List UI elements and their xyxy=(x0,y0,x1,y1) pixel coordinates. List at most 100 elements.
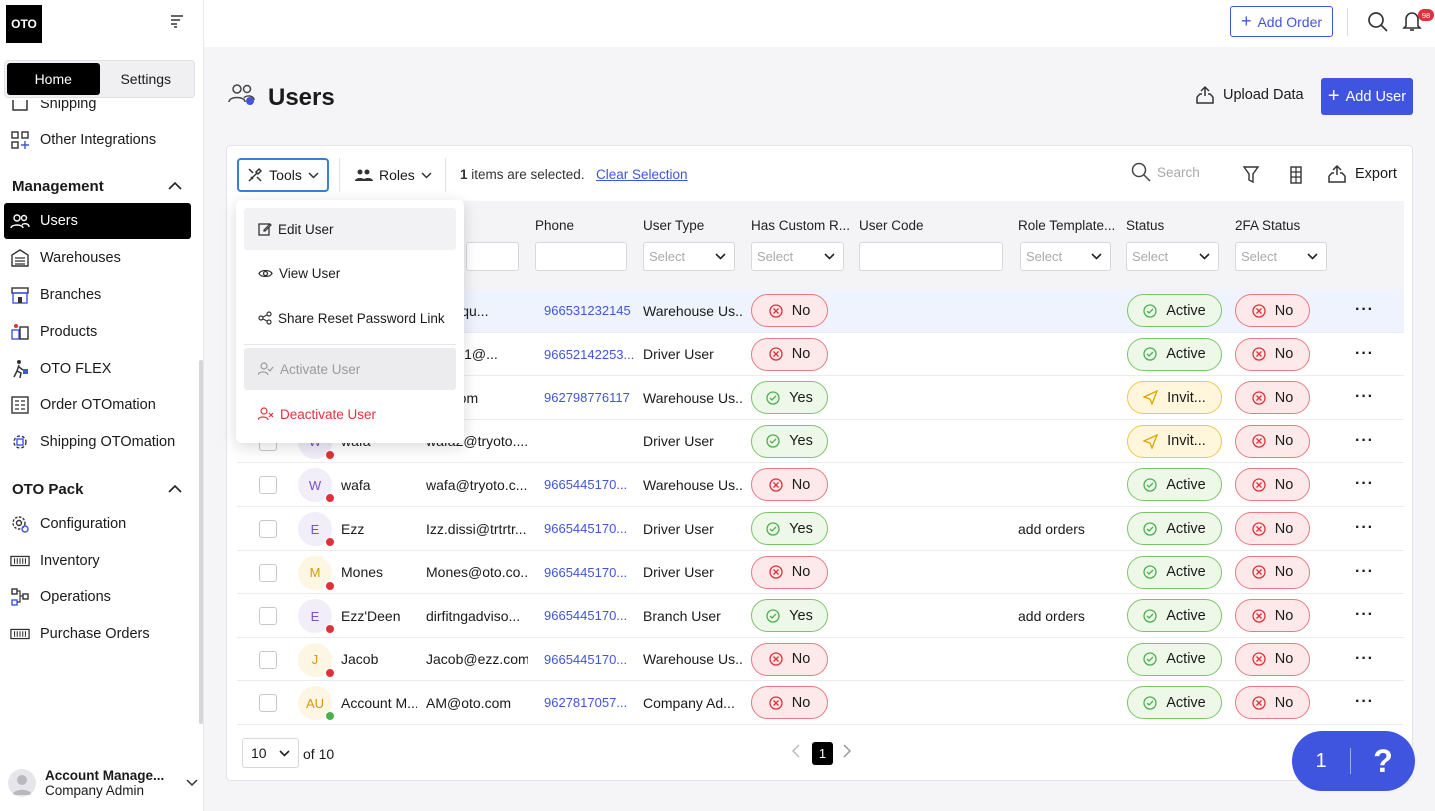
oto-logo[interactable]: OTO xyxy=(6,5,42,43)
more-options-icon[interactable]: ··· xyxy=(1355,475,1374,493)
table-search[interactable]: Search xyxy=(1131,162,1221,182)
user-phone[interactable]: 9665445170... xyxy=(544,521,628,536)
more-options-icon[interactable]: ··· xyxy=(1355,693,1374,711)
sidebar-item-configuration[interactable]: Configuration xyxy=(4,506,191,542)
bell-icon[interactable] xyxy=(1402,10,1422,32)
row-checkbox[interactable] xyxy=(259,563,277,582)
more-options-icon[interactable]: ··· xyxy=(1355,431,1374,449)
menu-item-activate-user[interactable]: Activate User xyxy=(244,348,456,390)
row-checkbox[interactable] xyxy=(259,694,277,713)
phone-filter[interactable] xyxy=(535,242,627,271)
roles-dropdown-button[interactable]: Roles xyxy=(355,160,432,190)
page-size-select[interactable]: 10 xyxy=(242,738,299,768)
column-header-has-custom-role[interactable]: Has Custom R... xyxy=(751,218,851,233)
user-name[interactable]: wafa xyxy=(341,476,371,493)
table-row[interactable]: E Ezz Izz.dissi@trtrtr... 9665445170... Driv… xyxy=(237,507,1404,551)
chevron-left-icon[interactable] xyxy=(792,744,800,758)
more-options-icon[interactable]: ··· xyxy=(1355,388,1374,406)
more-options-icon[interactable]: ··· xyxy=(1355,519,1374,536)
account-menu[interactable]: Account Manage... Company Admin xyxy=(8,765,198,801)
chevron-right-icon[interactable] xyxy=(843,744,851,758)
sidebar-item-products[interactable]: Products xyxy=(4,314,191,350)
row-checkbox[interactable] xyxy=(259,520,277,538)
collapse-menu-icon[interactable] xyxy=(170,14,184,28)
sidebar-scrollbar[interactable] xyxy=(199,360,203,724)
user-phone[interactable] xyxy=(544,420,634,463)
row-checkbox[interactable] xyxy=(259,476,277,495)
column-header-user-type[interactable]: User Type xyxy=(643,218,705,233)
otopack-section-header[interactable]: OTO Pack xyxy=(12,477,182,501)
email-filter[interactable] xyxy=(466,242,519,271)
column-header-status[interactable]: Status xyxy=(1126,218,1165,233)
twofa-filter[interactable]: Select xyxy=(1235,242,1327,271)
sidebar-item-purchase-orders[interactable]: Purchase Orders xyxy=(4,616,191,652)
more-options-icon[interactable]: ··· xyxy=(1355,301,1374,318)
user-name[interactable]: Account M... xyxy=(341,694,417,711)
menu-item-share-reset-password[interactable]: Share Reset Password Link xyxy=(244,297,456,339)
menu-item-deactivate-user[interactable]: Deactivate User xyxy=(244,393,456,435)
sidebar-item-other-integrations[interactable]: Other Integrations xyxy=(4,122,191,158)
page-number-current[interactable]: 1 xyxy=(812,742,833,765)
table-row[interactable]: E Ezz'Deen dirfitngadviso... 9665445170... B… xyxy=(237,594,1404,638)
search-icon[interactable] xyxy=(1367,11,1389,33)
tab-settings[interactable]: Settings xyxy=(120,71,172,87)
clear-selection-link[interactable]: Clear Selection xyxy=(596,167,688,182)
user-phone[interactable]: 9665445170... xyxy=(544,651,628,667)
menu-item-edit-user[interactable]: Edit User xyxy=(244,208,456,250)
column-header-role-template[interactable]: Role Template... xyxy=(1018,218,1116,233)
status-filter[interactable]: Select xyxy=(1126,242,1219,271)
table-row[interactable]: J Jacob Jacob@ezz.com 9665445170... Warehous… xyxy=(237,638,1404,682)
columns-icon[interactable] xyxy=(1289,166,1303,184)
export-button[interactable]: Export xyxy=(1327,164,1397,184)
row-checkbox[interactable] xyxy=(259,607,277,626)
table-row[interactable]: M Mones Mones@oto.co... 9665445170... Driver… xyxy=(237,551,1404,595)
sidebar-item-operations[interactable]: Operations xyxy=(4,579,191,615)
divider xyxy=(1347,8,1348,36)
user-phone[interactable]: 9665445170... xyxy=(544,608,628,624)
column-header-2fa-status[interactable]: 2FA Status xyxy=(1235,218,1301,233)
row-checkbox[interactable] xyxy=(259,650,277,669)
sidebar-item-warehouses[interactable]: Warehouses xyxy=(4,240,191,276)
user-name[interactable]: Ezz'Deen xyxy=(341,607,401,624)
sidebar-item-users[interactable]: Users xyxy=(4,203,191,239)
help-widget[interactable]: 1 ? xyxy=(1292,731,1415,791)
sidebar-item-oto-flex[interactable]: OTO FLEX xyxy=(4,351,191,387)
user-phone[interactable]: 966531232145 xyxy=(544,303,631,318)
more-options-icon[interactable]: ··· xyxy=(1355,649,1374,667)
user-name[interactable]: Mones xyxy=(341,564,384,581)
sidebar-item-order-otomation[interactable]: Order OTOmation xyxy=(4,387,191,423)
tools-dropdown-button[interactable]: Tools xyxy=(237,158,329,192)
user-name[interactable]: Jacob xyxy=(341,651,379,668)
user-phone[interactable]: 96652142253... xyxy=(544,346,634,362)
sidebar-item-inventory[interactable]: Inventory xyxy=(4,543,191,579)
sidebar-item-branches[interactable]: Branches xyxy=(4,277,191,313)
table-row[interactable]: AU Account M... AM@oto.com 9627817057... Com… xyxy=(237,681,1404,725)
user-phone[interactable]: 962798776117 xyxy=(544,390,630,406)
user-code-filter[interactable] xyxy=(859,242,1003,271)
sidebar-item-shipping-otomation[interactable]: Shipping OTOmation xyxy=(4,424,191,460)
more-options-icon[interactable]: ··· xyxy=(1355,562,1374,580)
sidebar-item-shipping[interactable]: Shipping xyxy=(4,100,191,122)
tab-home[interactable]: Home xyxy=(7,63,100,95)
management-section-header[interactable]: Management xyxy=(12,174,182,198)
tools-icon xyxy=(248,167,263,182)
has-custom-filter[interactable]: Select xyxy=(751,242,844,271)
more-options-icon[interactable]: ··· xyxy=(1355,344,1374,362)
column-header-phone[interactable]: Phone xyxy=(535,218,575,233)
user-phone[interactable]: 9665445170... xyxy=(544,477,628,493)
column-header-user-code[interactable]: User Code xyxy=(859,218,924,233)
user-name[interactable]: Ezz xyxy=(341,520,365,537)
user-phone[interactable]: 9665445170... xyxy=(544,564,628,580)
upload-data-button[interactable]: Upload Data xyxy=(1195,85,1304,105)
filter-icon[interactable] xyxy=(1243,166,1259,184)
user-type-filter[interactable]: Select xyxy=(643,242,735,271)
twofa-value: No xyxy=(1274,520,1294,537)
add-user-button[interactable]: + Add User xyxy=(1321,78,1413,115)
more-options-icon[interactable]: ··· xyxy=(1355,606,1374,624)
menu-item-view-user[interactable]: View User xyxy=(244,252,456,294)
role-template-filter[interactable]: Select xyxy=(1020,242,1111,271)
user-phone[interactable]: 9627817057... xyxy=(544,695,628,711)
table-row[interactable]: Wwafawafa2@tryoto....Driver UserYesInvit… xyxy=(237,420,1404,464)
add-order-button[interactable]: + Add Order xyxy=(1230,6,1333,37)
